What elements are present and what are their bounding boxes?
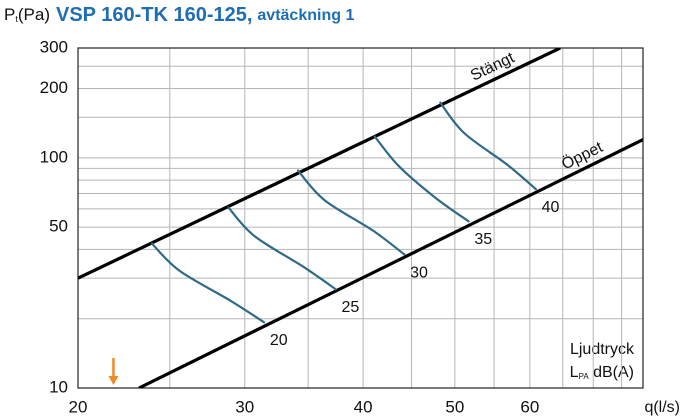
- x-tick-label: 30: [235, 397, 254, 416]
- db-curve: [438, 101, 538, 191]
- y-tick-label: 10: [49, 377, 68, 396]
- y-tick-label: 100: [40, 147, 68, 166]
- series-line: [78, 48, 561, 280]
- y-label: P: [4, 5, 15, 24]
- x-tick-label: 60: [520, 397, 539, 416]
- db-curve: [373, 135, 471, 223]
- y-label-sub: t: [15, 14, 18, 24]
- db-label: 35: [474, 231, 492, 248]
- x-tick-label: 50: [445, 397, 464, 416]
- legend-label: LPA dB(A): [570, 364, 634, 381]
- db-curve: [150, 242, 266, 324]
- y-tick-label: 200: [40, 78, 68, 97]
- db-label: 25: [342, 299, 360, 316]
- y-tick-label: 300: [40, 37, 68, 56]
- db-label: 30: [410, 264, 428, 281]
- y-tick-label: 50: [49, 217, 68, 236]
- legend-unit: dB(A): [589, 364, 634, 381]
- y-label-unit: (Pa): [18, 5, 50, 24]
- db-label: 20: [270, 332, 288, 349]
- plot-frame: [77, 47, 644, 389]
- x-label: q(l/s): [644, 399, 680, 416]
- x-tick-label: 40: [354, 397, 373, 416]
- db-curve: [227, 206, 338, 291]
- x-tick-label: 20: [69, 397, 88, 416]
- chart-subtitle: avtäckning 1: [257, 7, 354, 24]
- db-curve: [296, 169, 406, 256]
- legend-l: L: [570, 364, 579, 381]
- legend-title: Ljudtryck: [570, 341, 635, 358]
- db-label: 40: [542, 199, 560, 216]
- legend-sub: PA: [579, 372, 590, 381]
- series-line: [138, 138, 643, 388]
- marker-arrow-head: [108, 376, 119, 385]
- chart-title: VSP 160-TK 160-125,: [56, 4, 252, 26]
- chart-heading: Pt(Pa) VSP 160-TK 160-125, avtäckning 1: [4, 4, 354, 26]
